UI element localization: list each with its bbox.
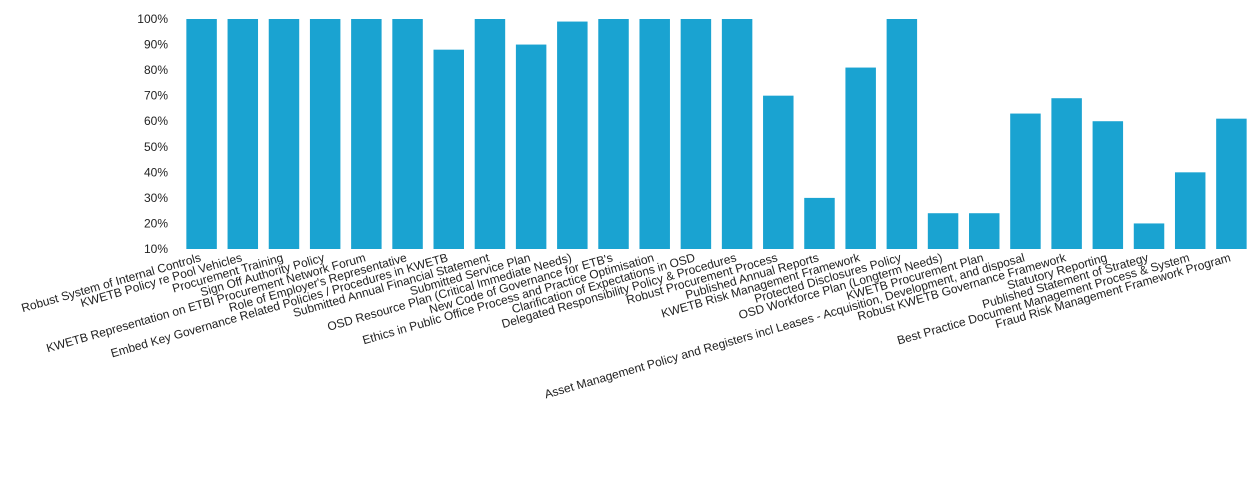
bar <box>351 19 382 249</box>
bar <box>227 19 259 249</box>
bar <box>392 19 423 249</box>
y-tick-label: 70% <box>144 89 168 103</box>
bar <box>721 19 753 249</box>
y-tick-label: 20% <box>144 216 168 230</box>
x-axis-labels: Robust System of Internal ControlsKWETB … <box>20 250 1233 401</box>
bar <box>1092 121 1124 249</box>
bar <box>969 213 1000 249</box>
y-tick-label: 10% <box>144 242 168 256</box>
bars <box>186 19 1247 250</box>
bar <box>1216 118 1247 249</box>
bar <box>433 49 464 249</box>
bar <box>309 19 341 249</box>
y-tick-label: 50% <box>144 140 168 154</box>
y-tick-label: 100% <box>137 12 168 26</box>
bar <box>680 19 712 249</box>
bar <box>1010 113 1041 249</box>
y-tick-label: 60% <box>144 114 168 128</box>
y-tick-label: 30% <box>144 191 168 205</box>
y-tick-label: 90% <box>144 38 168 52</box>
bar <box>639 19 670 249</box>
bar <box>1133 223 1165 249</box>
bar <box>1051 98 1082 249</box>
bar <box>515 44 547 250</box>
bar <box>845 67 876 249</box>
bar <box>268 19 300 249</box>
bar <box>598 19 629 249</box>
bar <box>886 19 918 249</box>
bar <box>186 19 217 249</box>
bar <box>804 197 835 249</box>
y-tick-label: 40% <box>144 165 168 179</box>
y-tick-label: 80% <box>144 63 168 77</box>
bar <box>763 95 794 249</box>
bar <box>474 19 506 249</box>
bar <box>557 21 588 250</box>
bar <box>1174 172 1206 249</box>
bar <box>927 213 959 249</box>
y-axis: 10% 20% 30% 40% 50% 60% 70% 80% 90% 100% <box>137 12 168 256</box>
